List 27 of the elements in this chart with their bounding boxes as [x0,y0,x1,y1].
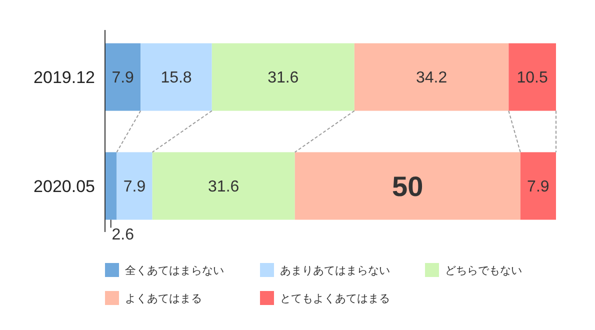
bar [508,43,556,111]
bar [354,43,509,111]
bar [520,152,556,220]
legend-label: あまりあてはまらない [280,264,390,277]
bar [105,152,117,220]
data-label: 7.9 [527,178,550,196]
data-label: 34.2 [416,70,448,87]
bar [116,152,152,220]
bar [294,152,520,220]
legend-label: 全くあてはまらない [125,264,224,277]
data-label: 50 [392,170,424,202]
legend-label: よくあてはまる [125,292,202,305]
data-label: 15.8 [160,70,192,87]
bar [140,43,212,111]
data-label: 10.5 [516,70,548,87]
data-label: 2.6 [112,226,134,244]
data-label: 31.6 [268,70,299,87]
bar [152,152,295,220]
y-tick-label: 2019.12 [34,68,95,87]
y-tick-label: 2020.05 [34,176,95,196]
bar [105,43,141,111]
bar [212,43,354,111]
legend-label: とてもよくあてはまる [280,292,390,305]
data-label: 7.9 [123,178,146,196]
legend-label: どちらでもない [445,264,522,277]
data-label: 7.9 [112,70,134,87]
data-label: 31.6 [208,178,240,196]
